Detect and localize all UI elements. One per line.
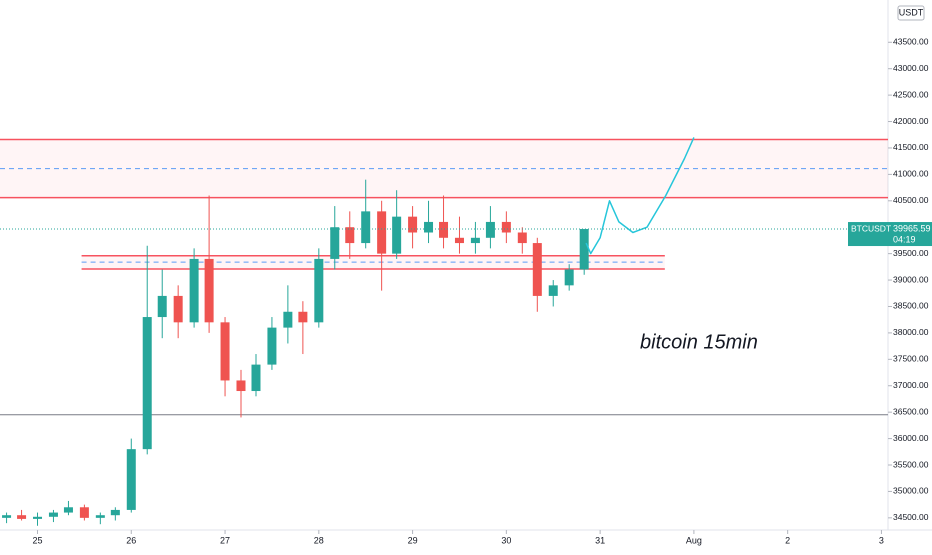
y-tick-label: 42500.00 — [893, 89, 929, 99]
candle-body — [564, 269, 574, 286]
x-tick-label: 25 — [33, 535, 43, 545]
x-tick-label: 30 — [501, 535, 511, 545]
candle-body — [408, 216, 418, 233]
candle-body — [173, 295, 183, 323]
y-tick-label: 35000.00 — [893, 486, 929, 496]
candle-body — [345, 227, 355, 244]
x-tick-label: Aug — [686, 535, 702, 545]
candle-body — [424, 221, 434, 233]
y-tick-label: 37500.00 — [893, 354, 929, 364]
y-tick-label: 38500.00 — [893, 301, 929, 311]
candle-body — [236, 380, 246, 392]
candle-body — [33, 516, 43, 519]
candle-body — [2, 515, 12, 518]
x-tick-label: 27 — [220, 535, 230, 545]
candle-body — [439, 221, 449, 238]
candle-body — [189, 258, 199, 323]
y-tick-label: 42000.00 — [893, 116, 929, 126]
candle-body — [314, 258, 324, 323]
marks — [0, 137, 888, 526]
candle-body — [110, 509, 120, 516]
candle-body — [283, 311, 293, 328]
candle-body — [485, 221, 495, 238]
last-price-label: 39965.59 — [893, 223, 931, 233]
y-tick-label: 38000.00 — [893, 327, 929, 337]
y-tick-label: 39000.00 — [893, 274, 929, 284]
candle-body — [298, 311, 308, 323]
candle-body — [392, 216, 402, 254]
y-tick-label: 36000.00 — [893, 433, 929, 443]
y-tick-label: 40500.00 — [893, 195, 929, 205]
x-tick-label: 3 — [879, 535, 884, 545]
candle-body — [157, 295, 167, 318]
candle-body — [17, 515, 27, 519]
y-tick-label: 43500.00 — [893, 37, 929, 47]
candle-body — [204, 258, 214, 323]
y-tick-label: 37000.00 — [893, 380, 929, 390]
currency-badge — [897, 5, 925, 21]
candle-body — [548, 285, 558, 296]
projection-line — [585, 137, 695, 255]
candle-body — [142, 317, 152, 450]
candle-body — [48, 512, 58, 517]
candle-body — [95, 515, 105, 518]
x-tick-label: 26 — [126, 535, 136, 545]
candle-body — [126, 449, 136, 510]
candle-body — [517, 232, 527, 244]
countdown-label: 04:19 — [893, 234, 916, 244]
price-tag — [848, 222, 932, 247]
candle-body — [251, 364, 261, 392]
candle-body — [330, 227, 340, 259]
candle-body — [361, 211, 371, 244]
x-tick-label: 2 — [785, 535, 790, 545]
y-tick-label: 41000.00 — [893, 169, 929, 179]
candle-body — [79, 507, 89, 518]
candle-body — [501, 221, 511, 233]
candle-body — [220, 322, 230, 381]
candle-body — [267, 327, 277, 365]
candle-body — [454, 237, 464, 244]
y-tick-label: 34500.00 — [893, 512, 929, 522]
y-tick-label: 39500.00 — [893, 248, 929, 258]
candle-body — [63, 507, 73, 513]
candle-body — [377, 211, 387, 254]
currency: USDT — [899, 7, 924, 17]
y-tick-label: 36500.00 — [893, 406, 929, 416]
y-tick-label: 35500.00 — [893, 459, 929, 469]
y-tick-label: 43000.00 — [893, 63, 929, 73]
x-tick-label: 29 — [408, 535, 418, 545]
x-tick-label: 28 — [314, 535, 324, 545]
candle-body — [579, 229, 589, 270]
candle-body — [532, 243, 542, 296]
y-tick-label: 41500.00 — [893, 142, 929, 152]
x-tick-label: 31 — [595, 535, 605, 545]
annotation: bitcoin 15min — [640, 331, 758, 353]
candle-body — [470, 237, 480, 244]
symbol-label: BTCUSDT — [851, 223, 891, 233]
